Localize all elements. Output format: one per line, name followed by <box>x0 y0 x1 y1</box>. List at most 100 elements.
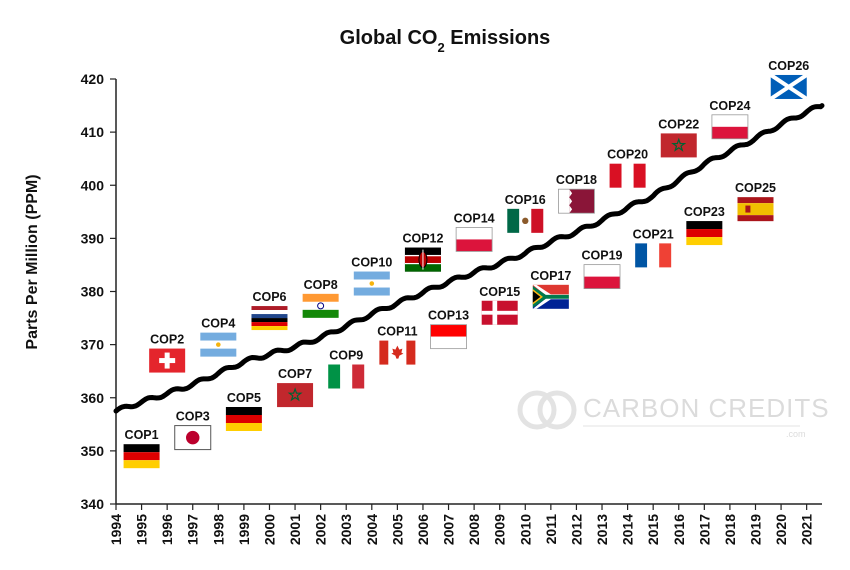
canada-flag-icon <box>379 340 416 365</box>
x-tick-label: 1998 <box>210 514 226 545</box>
cop-label: COP18 <box>556 173 597 187</box>
x-tick-label: 2020 <box>773 514 789 545</box>
cop-marker-cop19: COP19 <box>582 249 623 290</box>
x-tick-label: 2010 <box>517 514 533 545</box>
x-tick-label: 1994 <box>108 514 124 545</box>
cop-label: COP11 <box>377 325 417 339</box>
y-axis-label: Parts Per Million (PPM) <box>24 174 41 349</box>
cop-label: COP23 <box>684 205 725 219</box>
y-tick-label: 350 <box>81 443 105 459</box>
cop-marker-cop8: COP8 <box>302 278 339 318</box>
denmark-flag-icon <box>481 300 518 325</box>
japan-flag-icon <box>174 425 212 451</box>
cop-marker-cop23: COP23 <box>684 205 725 246</box>
cop-marker-cop18: COP18 <box>556 173 597 214</box>
cop-label: COP17 <box>530 269 571 283</box>
cop-marker-cop22: COP22 <box>658 117 699 158</box>
cop-marker-cop5: COP5 <box>225 391 262 431</box>
cop-label: COP13 <box>428 309 469 323</box>
x-tick-label: 2021 <box>799 514 815 545</box>
y-tick-label: 360 <box>81 390 105 406</box>
cop-label: COP20 <box>607 148 648 162</box>
india-flag-icon <box>302 293 339 318</box>
argentina-flag-icon <box>200 332 237 357</box>
x-tick-label: 2005 <box>389 514 405 545</box>
cop-label: COP12 <box>402 232 443 246</box>
cop-label: COP16 <box>505 193 546 207</box>
qatar-flag-icon <box>558 188 595 214</box>
x-tick-label: 2019 <box>747 514 763 545</box>
cop-label: COP21 <box>633 227 674 241</box>
cop-marker-cop25: COP25 <box>735 181 776 222</box>
watermark-icon <box>517 390 577 430</box>
scotland-flag-icon <box>769 73 808 101</box>
x-tick-label: 1997 <box>185 514 201 545</box>
x-tick-label: 2018 <box>722 514 738 545</box>
x-tick-label: 2003 <box>338 514 354 545</box>
germany-flag-icon <box>686 221 723 246</box>
watermark-text: CARBON CREDITS <box>583 393 830 423</box>
mexico-flag-icon <box>507 208 544 233</box>
cop-label: COP24 <box>709 99 750 113</box>
chart-title-main: Global CO <box>340 27 438 49</box>
spain-flag-icon <box>737 197 774 222</box>
x-tick-label: 2009 <box>492 514 508 545</box>
cop-label: COP10 <box>351 256 392 270</box>
morocco-flag-icon <box>660 133 697 158</box>
switzerland-flag-icon <box>149 348 186 373</box>
argentina-flag-icon <box>353 271 390 296</box>
cop-marker-cop7: COP7 <box>277 367 314 408</box>
cop-marker-cop4: COP4 <box>200 317 237 357</box>
x-tick-label: 2006 <box>415 514 431 545</box>
x-tick-label: 1996 <box>159 514 175 545</box>
cop-marker-cop10: COP10 <box>351 256 392 296</box>
cop-marker-cop14: COP14 <box>454 211 495 252</box>
x-tick-label: 2014 <box>620 514 636 545</box>
chart-title-subscript: 2 <box>437 40 444 55</box>
x-tick-label: 1999 <box>236 514 252 545</box>
x-tick-label: 2004 <box>364 514 380 545</box>
y-tick-label: 380 <box>81 284 105 300</box>
netherlands-germany-flag-icon <box>251 306 288 331</box>
co2-series-line <box>113 103 825 414</box>
south-africa-flag-icon <box>532 284 569 309</box>
x-tick-label: 2007 <box>441 514 457 545</box>
cop-marker-cop21: COP21 <box>633 227 674 268</box>
y-tick-label: 410 <box>81 124 105 140</box>
y-tick-label: 420 <box>81 71 105 87</box>
cop-marker-cop26: COP26 <box>768 59 809 101</box>
cop-label: COP15 <box>479 285 520 299</box>
cop-marker-cop9: COP9 <box>328 349 365 389</box>
cop-marker-cop17: COP17 <box>530 269 571 309</box>
italy-flag-icon <box>328 364 365 389</box>
x-tick-label: 2013 <box>594 514 610 545</box>
cop-label: COP9 <box>329 349 363 363</box>
cop-label: COP14 <box>454 211 495 225</box>
cop-label: COP5 <box>227 391 261 405</box>
cop-marker-cop13: COP13 <box>428 309 469 350</box>
watermark-logo: CARBON CREDITS .com <box>517 390 830 439</box>
chart-title-suffix: Emissions <box>445 27 551 49</box>
morocco-flag-icon <box>277 383 314 408</box>
y-tick-label: 340 <box>81 496 105 512</box>
x-tick-label: 2011 <box>543 514 559 545</box>
axes: 340 350 360 370 380 390 400 410 420 1994 1995 1996 1… <box>81 71 822 545</box>
cop-label: COP4 <box>201 317 235 331</box>
germany-flag-icon <box>123 444 160 469</box>
cop-label: COP25 <box>735 181 776 195</box>
cop-marker-cop3: COP3 <box>174 410 212 451</box>
x-tick-label: 2016 <box>671 514 687 545</box>
cop-label: COP22 <box>658 117 699 131</box>
cop-marker-cop20: COP20 <box>607 148 648 188</box>
cop-marker-cop16: COP16 <box>505 193 546 233</box>
cop-label: COP3 <box>176 410 210 424</box>
watermark-sub: .com <box>786 429 806 439</box>
cop-label: COP2 <box>150 333 184 347</box>
cop-label: COP8 <box>304 278 338 292</box>
poland-flag-icon <box>455 227 493 252</box>
x-tick-label: 2015 <box>645 514 661 545</box>
cop-label: COP7 <box>278 367 312 381</box>
x-tick-label: 2017 <box>696 514 712 545</box>
x-tick-label: 1995 <box>134 514 150 545</box>
